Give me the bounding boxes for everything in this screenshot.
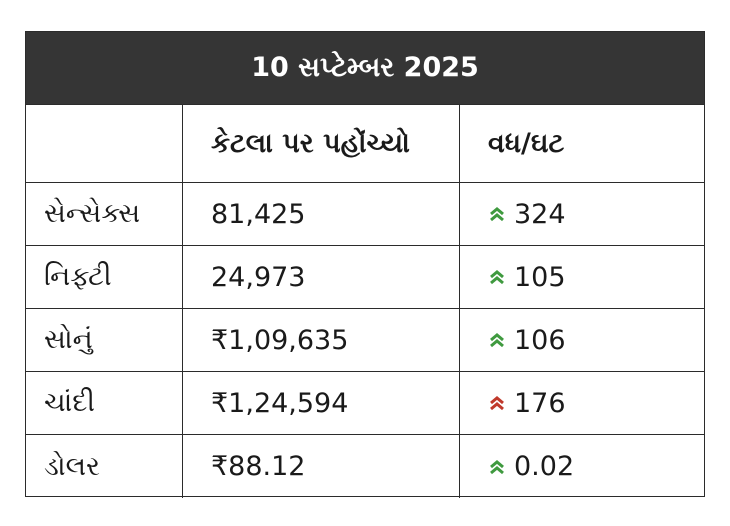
header-change: વધ/ઘટ xyxy=(460,105,704,183)
row-change: 106 xyxy=(460,309,704,372)
header-name xyxy=(26,105,183,183)
change-value: 0.02 xyxy=(514,451,575,482)
table-row: ડોલર ₹88.12 0.02 xyxy=(26,435,704,498)
row-name: સેન્સેક્સ xyxy=(26,183,183,246)
header-value: કેટલા પર પહોંચ્યો xyxy=(183,105,460,183)
row-value: ₹88.12 xyxy=(183,435,460,498)
table-title: 10 સપ્ટેમ્બર 2025 xyxy=(26,32,704,105)
table-row: ચાંદી ₹1,24,594 176 xyxy=(26,372,704,435)
row-value: ₹1,09,635 xyxy=(183,309,460,372)
double-chevron-up-icon xyxy=(488,205,506,223)
table-row: સોનું ₹1,09,635 106 xyxy=(26,309,704,372)
double-chevron-up-icon xyxy=(488,268,506,286)
table-row: સેન્સેક્સ 81,425 324 xyxy=(26,183,704,246)
row-value: 24,973 xyxy=(183,246,460,309)
change-value: 324 xyxy=(514,198,566,230)
row-name: ચાંદી xyxy=(26,372,183,435)
table-row: નિફ્ટી 24,973 105 xyxy=(26,246,704,309)
row-change: 324 xyxy=(460,183,704,246)
row-change: 0.02 xyxy=(460,435,704,498)
change-value: 105 xyxy=(514,261,566,293)
row-name: નિફ્ટી xyxy=(26,246,183,309)
double-chevron-up-icon xyxy=(488,394,506,412)
row-name: સોનું xyxy=(26,309,183,372)
header-row: કેટલા પર પહોંચ્યો વધ/ઘટ xyxy=(26,105,704,183)
row-value: 81,425 xyxy=(183,183,460,246)
change-value: 176 xyxy=(514,387,566,419)
double-chevron-up-icon xyxy=(488,331,506,349)
row-name: ડોલર xyxy=(26,435,183,498)
row-change: 105 xyxy=(460,246,704,309)
row-value: ₹1,24,594 xyxy=(183,372,460,435)
double-chevron-up-icon xyxy=(488,458,506,476)
market-table: 10 સપ્ટેમ્બર 2025 કેટલા પર પહોંચ્યો વધ/ઘ… xyxy=(25,31,705,498)
change-value: 106 xyxy=(514,324,566,356)
row-change: 176 xyxy=(460,372,704,435)
